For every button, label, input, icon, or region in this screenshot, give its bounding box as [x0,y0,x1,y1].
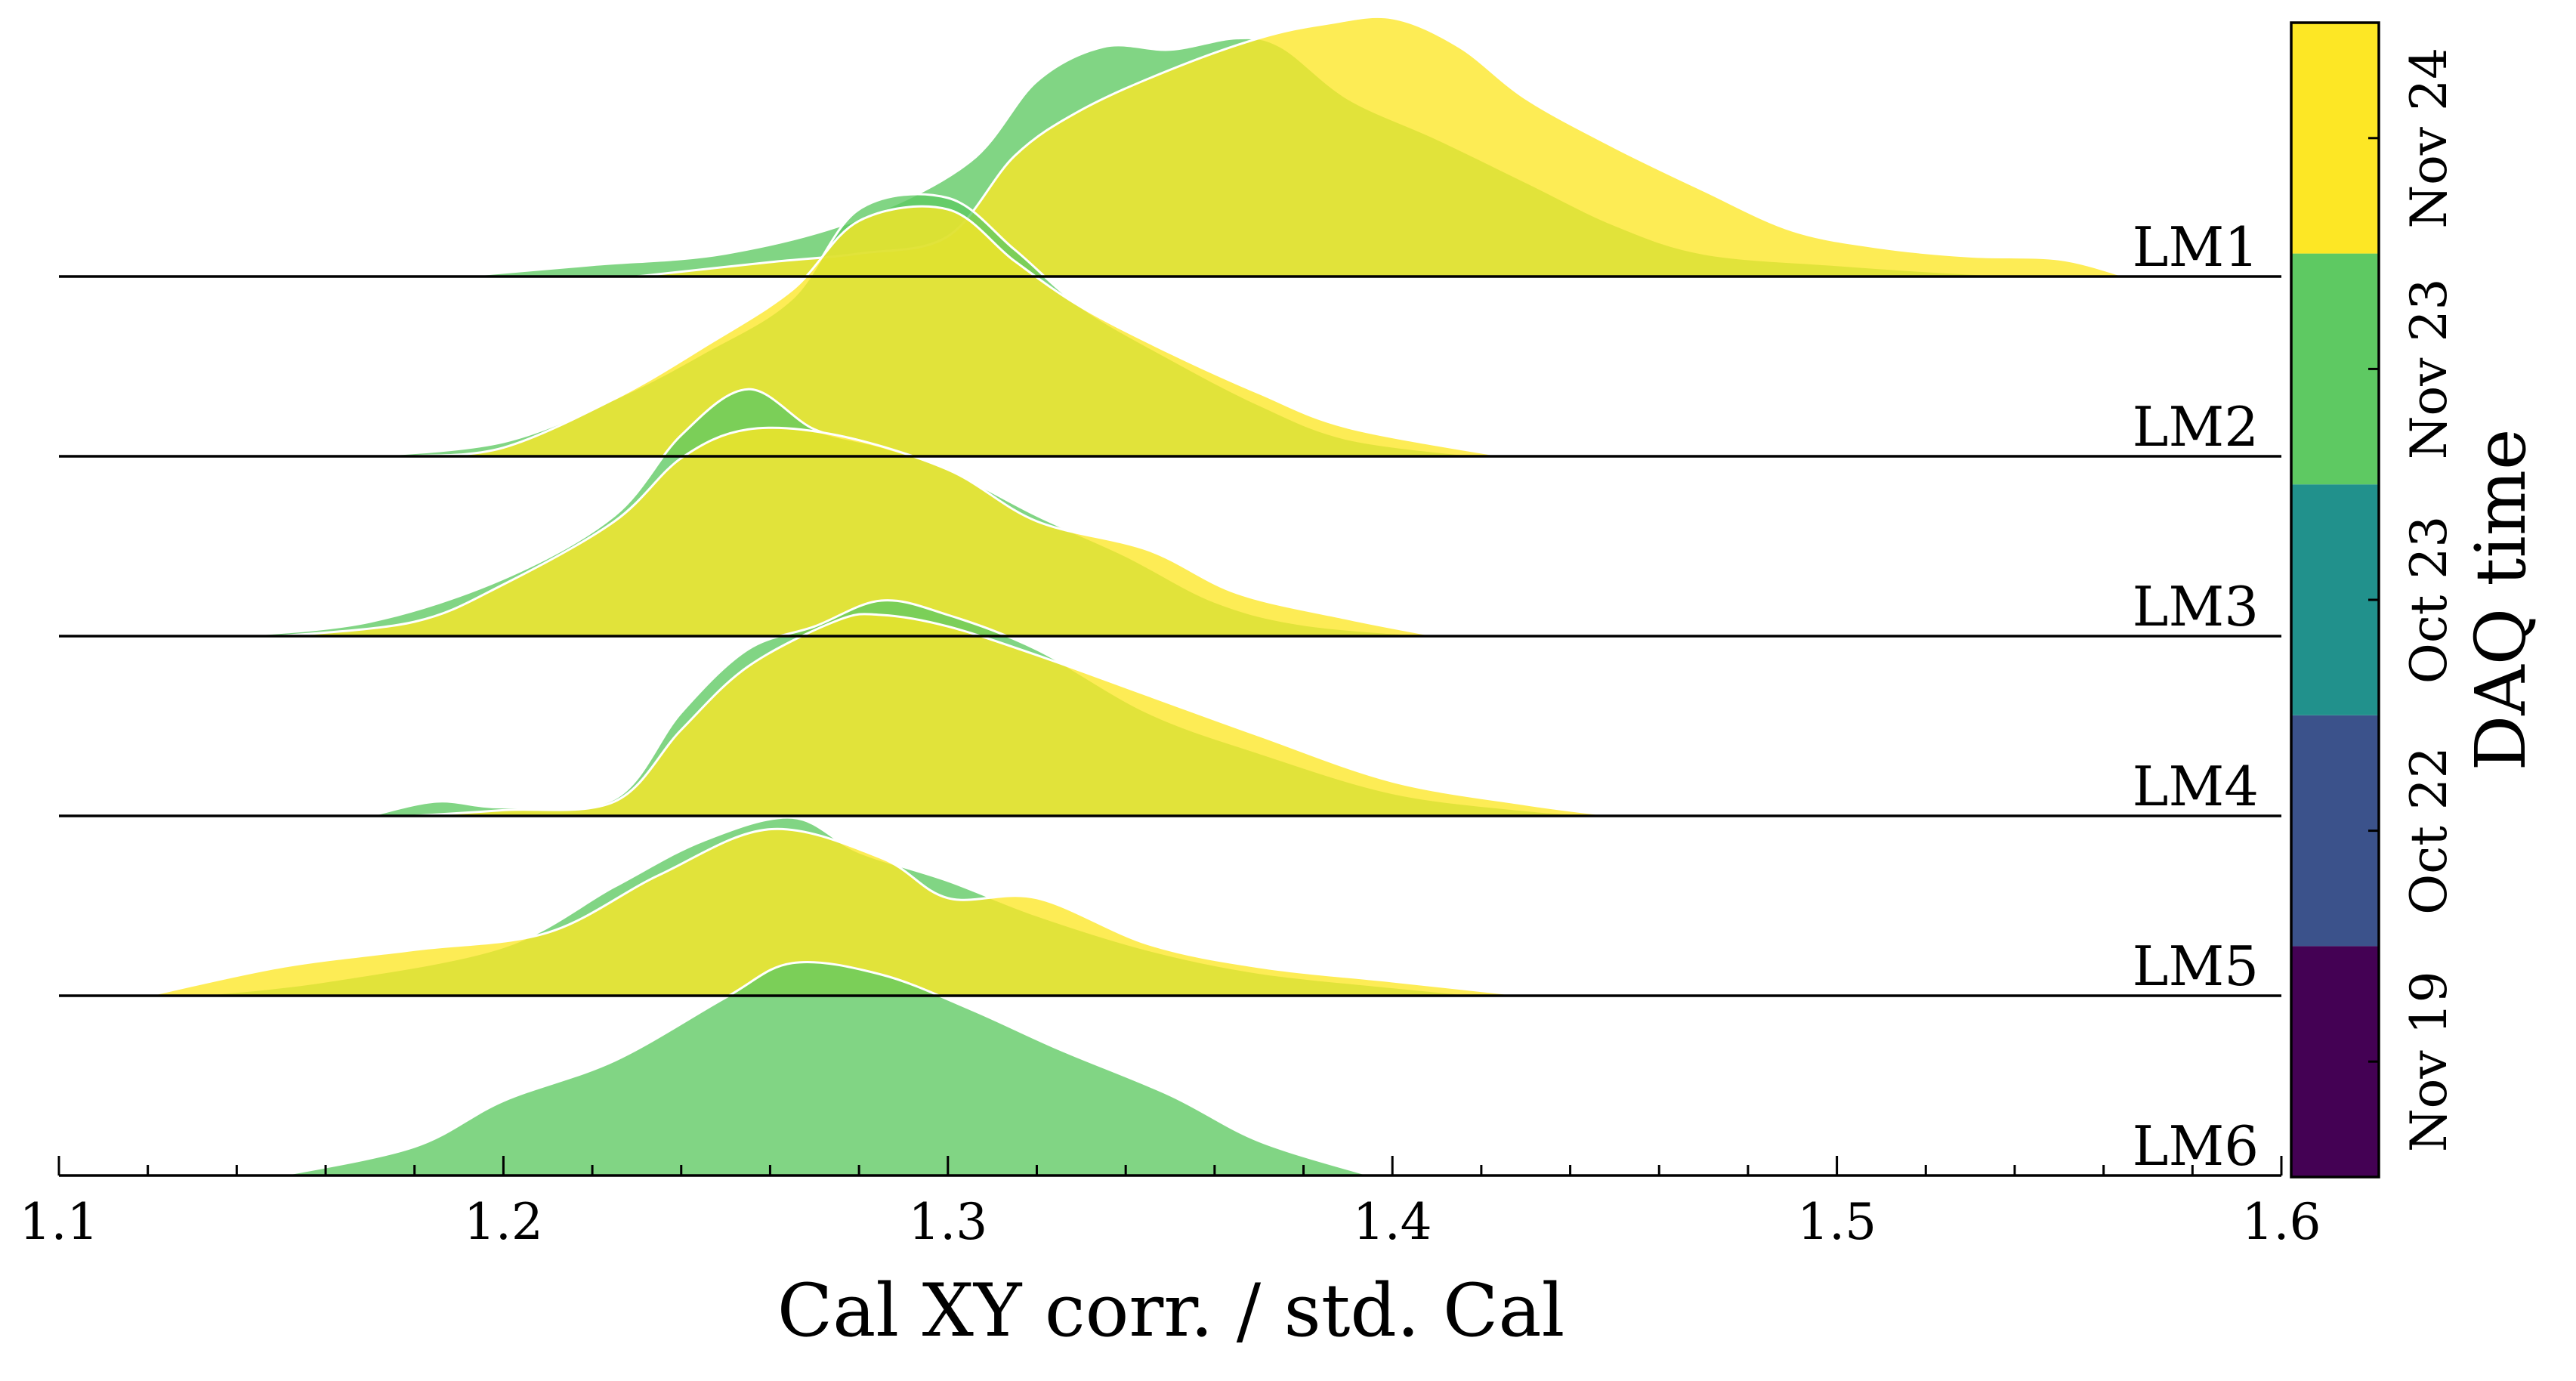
colorbar: Nov 19 Oct 22 Oct 23 Nov 23 Nov 24 DAQ time [2290,21,2541,1179]
row-label-lm4: LM4 [2133,755,2259,818]
colorbar-label: Oct 22 [2400,746,2458,915]
density-lm4-nov-24 [414,613,1615,817]
colorbar-segment-nov-24 [2291,23,2379,254]
colorbar-segment-oct-23 [2291,484,2379,715]
x-tick-label: 1.4 [1353,1193,1432,1251]
x-tick-label: 1.1 [20,1193,99,1251]
colorbar-label: Nov 23 [2400,279,2458,460]
row-label-lm6: LM6 [2133,1114,2259,1178]
colorbar-label: Nov 24 [2400,48,2458,229]
density-lm5-nov-24 [147,827,1526,997]
density-lm2-nov-24 [414,205,1504,458]
x-tick-label: 1.6 [2242,1193,2321,1251]
colorbar-label: Nov 19 [2400,971,2458,1152]
x-tick-label: 1.2 [464,1193,543,1251]
colorbar-segment-nov-19 [2291,946,2379,1177]
colorbar-title: DAQ time [2460,429,2541,771]
x-tick-label: 1.5 [1797,1193,1876,1251]
colorbar-segment-nov-23 [2291,253,2379,485]
x-axis: 1.1 1.2 1.3 1.4 1.5 1.6 [20,1156,2321,1251]
x-axis-label: Cal XY corr. / std. Cal [777,1268,1565,1353]
density-lm6-nov-23 [280,960,1371,1177]
density-lm3-nov-24 [281,426,1438,638]
row-label-lm3: LM3 [2133,575,2259,638]
colorbar-label: Oct 23 [2400,516,2458,684]
row-label-lm1: LM1 [2133,215,2259,279]
colorbar-segment-oct-22 [2291,715,2379,947]
colorbar-frame [2290,21,2380,1179]
row-label-lm2: LM2 [2133,395,2259,459]
x-tick-label: 1.3 [908,1193,987,1251]
row-label-lm5: LM5 [2133,935,2259,998]
ridgeline-plot-area: LM1 LM2 LM3 LM4 LM5 LM6 [59,15,2281,1178]
